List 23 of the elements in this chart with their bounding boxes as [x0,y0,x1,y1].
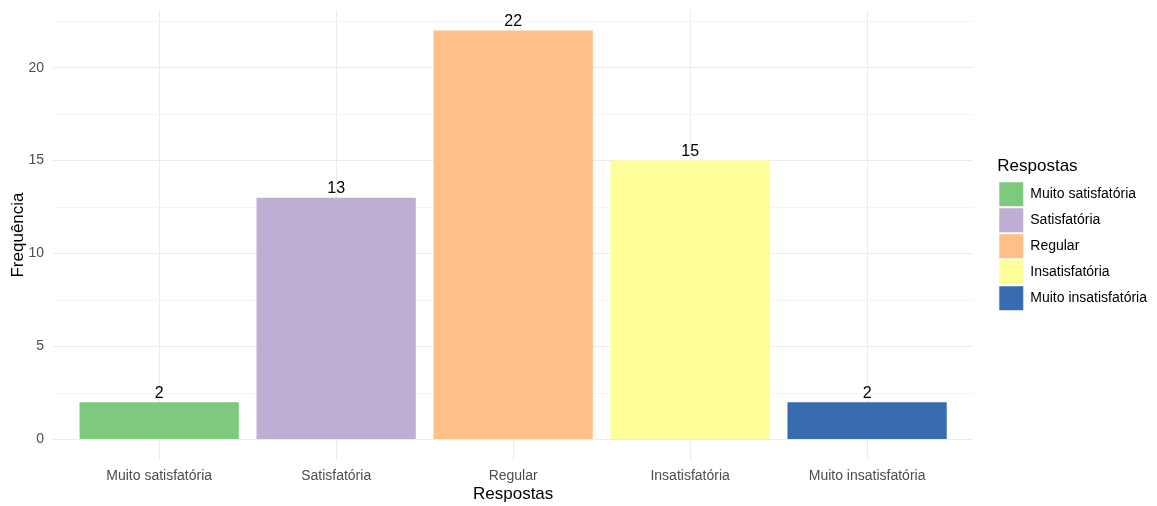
y-tick-label: 20 [28,58,45,75]
legend-label: Regular [1030,237,1080,254]
y-tick-label: 10 [28,244,45,261]
x-tick-label: Muito satisfatória [106,467,213,484]
data-label: 2 [862,383,872,401]
x-tick-label: Regular [488,467,538,484]
data-label: 2 [154,383,164,401]
legend-label: Muito insatisfatória [1030,289,1148,306]
x-tick-label: Muito insatisfatória [808,467,926,484]
legend-label: Muito satisfatória [1030,185,1137,202]
legend-label: Insatisfatória [1030,263,1110,280]
data-label: 15 [681,142,700,160]
data-label: 22 [504,11,523,29]
y-tick-label: 0 [36,430,45,447]
legend-title: Respostas [997,155,1078,175]
y-axis-title: Frequência [7,191,27,278]
data-label: 13 [327,179,346,197]
legend-label: Satisfatória [1030,211,1101,228]
y-tick-label: 15 [28,151,45,168]
y-tick-label: 5 [36,337,45,354]
x-tick-label: Insatisfatória [650,467,731,484]
x-tick-label: Satisfatória [301,467,372,484]
x-axis-title: Respostas [472,484,554,504]
